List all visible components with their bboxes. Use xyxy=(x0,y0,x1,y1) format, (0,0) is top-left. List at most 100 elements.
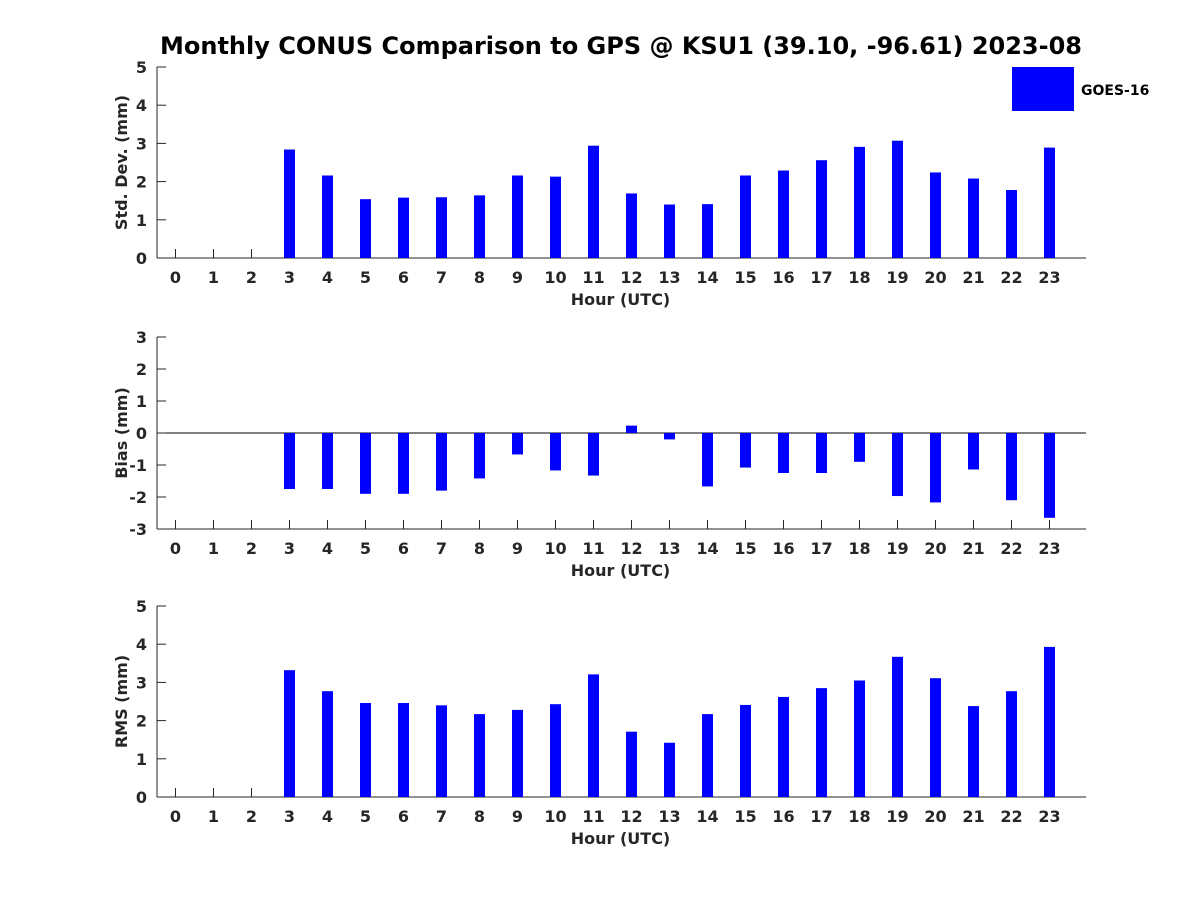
x-tick-label: 14 xyxy=(696,539,718,558)
bar-std-dev-hour-8 xyxy=(474,195,485,258)
bar-bias-hour-13 xyxy=(664,433,675,440)
x-tick-label: 6 xyxy=(398,539,409,558)
x-tick-label: 18 xyxy=(848,807,870,826)
chart-title: Monthly CONUS Comparison to GPS @ KSU1 (… xyxy=(160,32,1082,60)
x-tick-label: 7 xyxy=(436,539,447,558)
x-tick-label: 10 xyxy=(544,268,566,287)
x-tick-label: 20 xyxy=(924,268,946,287)
x-tick-label: 23 xyxy=(1038,268,1060,287)
bar-rms-hour-8 xyxy=(474,714,485,797)
bar-std-dev-hour-21 xyxy=(968,178,979,258)
y-tick-label: -1 xyxy=(129,456,147,475)
bar-std-dev-hour-17 xyxy=(816,160,827,258)
bar-rms-hour-23 xyxy=(1044,646,1055,797)
bar-std-dev-hour-16 xyxy=(778,170,789,258)
bar-rms-hour-13 xyxy=(664,742,675,797)
x-axis-label: Hour (UTC) xyxy=(571,829,671,848)
x-tick-label: 9 xyxy=(512,807,523,826)
y-tick-label: 1 xyxy=(136,392,147,411)
bar-rms-hour-4 xyxy=(322,691,333,797)
x-tick-label: 19 xyxy=(886,807,908,826)
x-tick-label: 0 xyxy=(170,807,181,826)
bar-rms-hour-11 xyxy=(588,674,599,797)
y-tick-label: 2 xyxy=(136,712,147,731)
x-tick-label: 1 xyxy=(208,539,219,558)
bar-std-dev-hour-12 xyxy=(626,193,637,258)
x-tick-label: 0 xyxy=(170,539,181,558)
x-tick-label: 20 xyxy=(924,539,946,558)
x-tick-label: 18 xyxy=(848,268,870,287)
x-tick-label: 5 xyxy=(360,539,371,558)
bar-rms-hour-3 xyxy=(284,670,295,797)
bar-bias-hour-16 xyxy=(778,433,789,473)
x-axis-label: Hour (UTC) xyxy=(571,561,671,580)
y-tick-label: 4 xyxy=(136,96,147,115)
x-tick-label: 23 xyxy=(1038,539,1060,558)
x-tick-label: 14 xyxy=(696,268,718,287)
x-tick-label: 12 xyxy=(620,807,642,826)
x-tick-label: 1 xyxy=(208,268,219,287)
y-tick-label: 1 xyxy=(136,750,147,769)
x-tick-label: 11 xyxy=(582,539,604,558)
bar-bias-hour-3 xyxy=(284,433,295,489)
y-tick-label: 3 xyxy=(136,673,147,692)
bar-rms-hour-7 xyxy=(436,705,447,797)
bar-std-dev-hour-3 xyxy=(284,149,295,258)
y-tick-label: 2 xyxy=(136,173,147,192)
bar-std-dev-hour-13 xyxy=(664,204,675,258)
bar-bias-hour-6 xyxy=(398,433,409,494)
bar-rms-hour-15 xyxy=(740,704,751,797)
bar-std-dev-hour-4 xyxy=(322,175,333,258)
x-tick-label: 17 xyxy=(810,807,832,826)
bar-bias-hour-8 xyxy=(474,433,485,479)
x-tick-label: 11 xyxy=(582,807,604,826)
bar-rms-hour-14 xyxy=(702,714,713,797)
x-tick-label: 19 xyxy=(886,268,908,287)
bar-std-dev-hour-23 xyxy=(1044,147,1055,258)
bar-std-dev-hour-15 xyxy=(740,175,751,258)
x-tick-label: 3 xyxy=(284,807,295,826)
y-tick-label: 2 xyxy=(136,360,147,379)
bar-bias-hour-4 xyxy=(322,433,333,489)
bar-rms-hour-17 xyxy=(816,688,827,797)
bar-rms-hour-18 xyxy=(854,680,865,797)
x-tick-label: 16 xyxy=(772,539,794,558)
legend: GOES-16 xyxy=(1012,67,1149,111)
bar-bias-hour-23 xyxy=(1044,433,1055,518)
x-tick-label: 9 xyxy=(512,539,523,558)
x-tick-label: 3 xyxy=(284,268,295,287)
bar-bias-hour-11 xyxy=(588,433,599,476)
x-tick-label: 17 xyxy=(810,539,832,558)
y-tick-label: 3 xyxy=(136,328,147,347)
bar-bias-hour-12 xyxy=(626,425,637,433)
x-tick-label: 23 xyxy=(1038,807,1060,826)
x-tick-label: 19 xyxy=(886,539,908,558)
y-tick-label: 1 xyxy=(136,211,147,230)
bar-rms-hour-21 xyxy=(968,706,979,797)
y-axis-label: RMS (mm) xyxy=(112,655,131,748)
bar-std-dev-hour-10 xyxy=(550,176,561,258)
bar-rms-hour-20 xyxy=(930,678,941,797)
bar-rms-hour-19 xyxy=(892,656,903,797)
bar-rms-hour-22 xyxy=(1006,691,1017,797)
x-tick-label: 21 xyxy=(962,539,984,558)
x-tick-label: 7 xyxy=(436,807,447,826)
y-tick-label: 5 xyxy=(136,597,147,616)
x-tick-label: 2 xyxy=(246,268,257,287)
bar-rms-hour-6 xyxy=(398,703,409,797)
legend-swatch xyxy=(1012,67,1074,111)
x-axis-label: Hour (UTC) xyxy=(571,290,671,309)
bar-bias-hour-5 xyxy=(360,433,371,494)
x-tick-label: 13 xyxy=(658,268,680,287)
bar-bias-hour-15 xyxy=(740,433,751,468)
x-tick-label: 5 xyxy=(360,807,371,826)
x-tick-label: 15 xyxy=(734,539,756,558)
x-tick-label: 10 xyxy=(544,807,566,826)
x-tick-label: 22 xyxy=(1000,807,1022,826)
bar-rms-hour-5 xyxy=(360,703,371,797)
x-tick-label: 9 xyxy=(512,268,523,287)
y-tick-label: 0 xyxy=(136,424,147,443)
bar-bias-hour-17 xyxy=(816,433,827,473)
